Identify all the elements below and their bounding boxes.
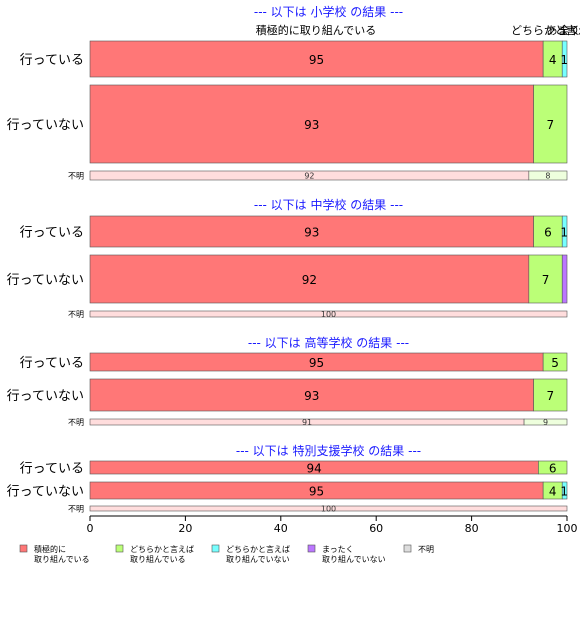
legend-swatch-4 [403, 544, 412, 553]
value-label-0-2-1: 8 [545, 172, 550, 181]
bar-segment-0-0-2 [561, 40, 568, 78]
row-label-3-2: 不明 [68, 505, 84, 514]
value-label-0-1-1: 7 [546, 118, 554, 132]
value-label-3-1-2: 1 [560, 485, 568, 499]
row-label-0-1: 行っていない [7, 118, 84, 133]
bar-segment-3-1-2 [561, 481, 568, 500]
value-label-1-1-1: 7 [542, 273, 550, 287]
legend-swatch-0 [19, 544, 28, 553]
row-label-1-0: 行っている [20, 226, 84, 241]
row-label-1-2: 不明 [68, 310, 84, 319]
row-label-0-2: 不明 [68, 172, 84, 181]
section-title-2: --- 以下は 高等学校 の結果 --- [248, 335, 409, 350]
legend-label-3-0: まったく [322, 545, 354, 554]
x-tick-label-5: 100 [557, 522, 578, 535]
value-label-1-1-0: 92 [302, 273, 317, 287]
value-label-1-2-0: 100 [321, 310, 336, 319]
value-label-0-1-0: 93 [304, 118, 319, 132]
value-label-3-2-0: 100 [321, 505, 336, 514]
value-label-1-0-2: 1 [560, 226, 568, 240]
value-label-0-2-0: 92 [304, 172, 314, 181]
value-label-3-1-0: 95 [309, 485, 324, 499]
section-title-1: --- 以下は 中学校 の結果 --- [254, 197, 403, 212]
value-label-2-2-1: 9 [543, 418, 548, 427]
x-tick-label-0: 0 [87, 522, 94, 535]
value-label-2-2-0: 91 [302, 418, 312, 427]
section-title-0: --- 以下は 小学校 の結果 --- [254, 4, 403, 19]
bar-segment-0-2-1 [528, 170, 568, 181]
bar-segment-1-2-0 [89, 310, 568, 318]
value-label-2-1-0: 93 [304, 389, 319, 403]
bar-segment-1-0-1 [533, 215, 563, 248]
value-label-2-0-0: 95 [309, 356, 324, 370]
value-label-3-0-1: 6 [549, 462, 557, 476]
bar-segment-1-0-0 [89, 215, 534, 248]
value-label-3-1-1: 4 [549, 485, 557, 499]
bar-segment-0-1-1 [533, 84, 568, 164]
legend-swatch-1 [115, 544, 124, 553]
legend-label-3-1: 取り組んでいない [322, 554, 386, 564]
value-label-3-0-0: 94 [307, 462, 322, 476]
row-label-2-0: 行っている [20, 356, 84, 371]
legend-label-1-1: 取り組んでいる [130, 554, 186, 564]
x-tick-label-2: 40 [274, 522, 288, 535]
value-label-2-0-1: 5 [551, 356, 559, 370]
value-label-1-0-1: 6 [544, 226, 552, 240]
bar-segment-3-2-0 [89, 505, 568, 512]
row-label-3-1: 行っていない [7, 485, 84, 500]
category-label-1: どちらかと言えば [511, 24, 580, 37]
x-tick-label-4: 80 [465, 522, 479, 535]
bar-segment-2-1-1 [533, 378, 568, 412]
bar-segment-1-1-0 [89, 254, 530, 304]
x-tick-label-3: 60 [369, 522, 383, 535]
legend-label-0-0: 積極的に [34, 544, 66, 554]
value-label-0-0-2: 1 [560, 53, 568, 67]
value-label-0-0-0: 95 [309, 53, 324, 67]
legend-swatch-3 [307, 544, 316, 553]
row-label-2-2: 不明 [68, 418, 84, 427]
row-label-0-0: 行っている [20, 53, 84, 68]
legend-label-0-1: 取り組んでいる [34, 554, 90, 564]
value-label-1-0-0: 93 [304, 226, 319, 240]
bar-segment-1-0-2 [561, 215, 568, 248]
bar-segment-1-1-3 [561, 254, 568, 304]
row-label-2-1: 行っていない [7, 389, 84, 404]
legend-label-1-0: どちらかと言えば [130, 544, 194, 554]
x-tick-label-1: 20 [178, 522, 192, 535]
legend-label-4-0: 不明 [418, 545, 434, 554]
category-label-0: 積極的に取り組んでいる [256, 23, 376, 37]
category-label-3: 全く [559, 23, 580, 37]
bar-segment-3-0-1 [538, 460, 568, 475]
category-label-2: あまり [547, 24, 580, 37]
section-title-3: --- 以下は 特別支援学校 の結果 --- [236, 443, 421, 458]
bar-segment-2-0-1 [542, 352, 568, 372]
bar-segment-0-1-0 [89, 84, 534, 164]
value-label-0-0-1: 4 [549, 53, 557, 67]
bar-segment-2-2-1 [523, 418, 568, 426]
legend-label-2-0: どちらかと言えば [226, 544, 290, 554]
row-label-1-1: 行っていない [7, 273, 84, 288]
bar-segment-2-1-0 [89, 378, 534, 412]
bar-segment-1-1-1 [528, 254, 563, 304]
value-label-2-1-1: 7 [546, 389, 554, 403]
legend-swatch-2 [211, 544, 220, 553]
bar-segment-0-0-0 [89, 40, 544, 78]
legend-label-2-1: 取り組んでいない [226, 554, 290, 564]
row-label-3-0: 行っている [20, 462, 84, 477]
